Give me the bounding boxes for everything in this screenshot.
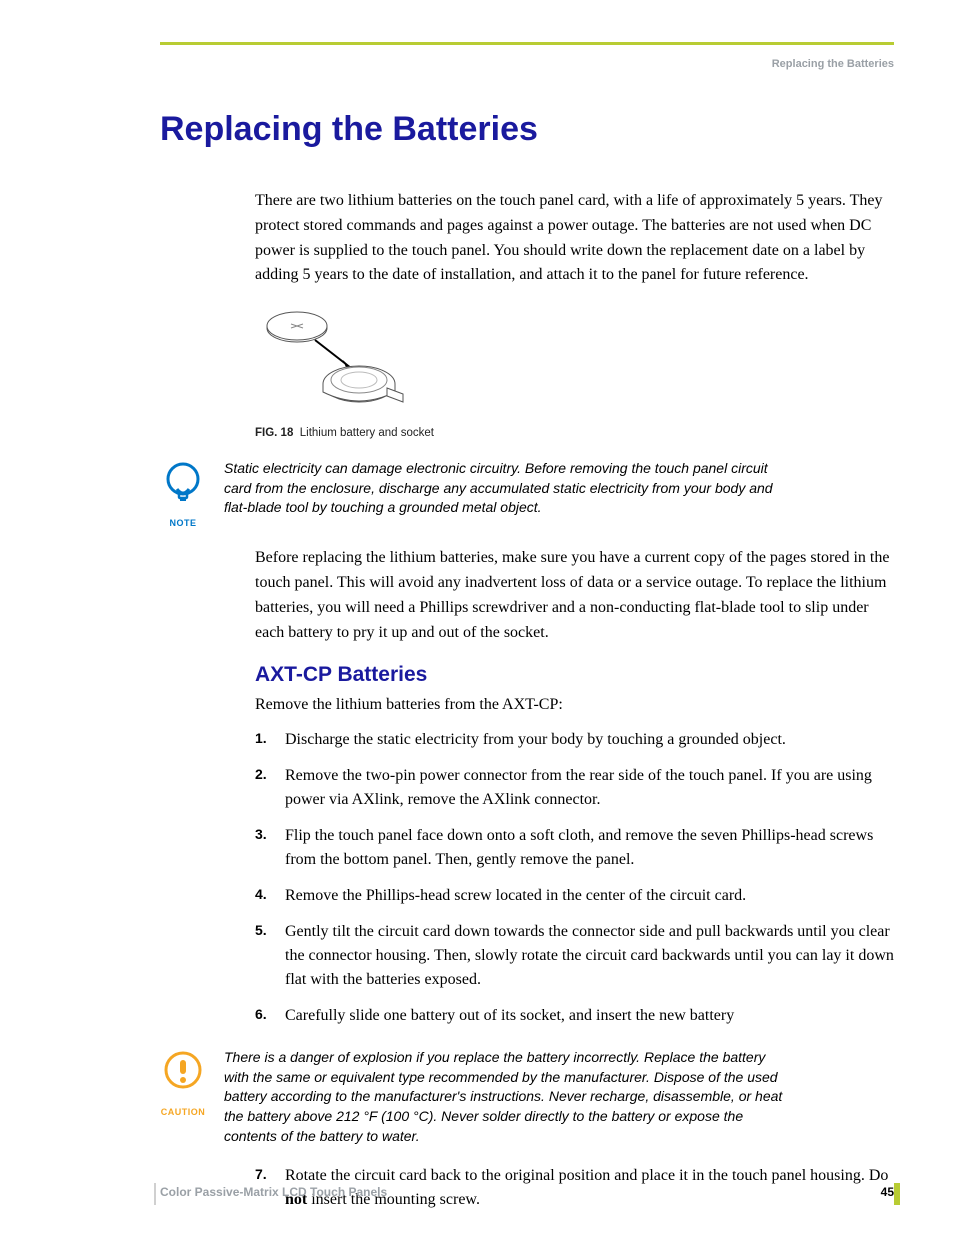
step-6: Carefully slide one battery out of its s… (255, 1004, 894, 1028)
content-area: Replacing the Batteries There are two li… (160, 110, 894, 1224)
section-heading: AXT-CP Batteries (255, 663, 894, 687)
note-text: Static electricity can damage electronic… (224, 459, 784, 518)
figure-label: FIG. 18 (255, 427, 293, 439)
step-1: Discharge the static electricity from yo… (255, 728, 894, 752)
footer-page-number: 45 (881, 1185, 894, 1199)
caution-text: There is a danger of explosion if you re… (224, 1048, 784, 1146)
note-icon-wrap: NOTE (160, 459, 206, 528)
steps-list: Discharge the static electricity from yo… (255, 728, 894, 1028)
caution-icon (160, 1048, 206, 1100)
step-7-pre: Rotate the circuit card back to the orig… (285, 1167, 888, 1184)
note-label: NOTE (160, 518, 206, 528)
after-note-paragraph: Before replacing the lithium batteries, … (255, 546, 894, 645)
caution-callout: CAUTION There is a danger of explosion i… (160, 1048, 894, 1146)
figure-caption: FIG. 18 Lithium battery and socket (255, 427, 894, 439)
figure-18: FIG. 18 Lithium battery and socket (255, 306, 894, 439)
step-5: Gently tilt the circuit card down toward… (255, 920, 894, 992)
intro-paragraph: There are two lithium batteries on the t… (255, 189, 894, 288)
note-callout: NOTE Static electricity can damage elect… (160, 459, 894, 528)
figure-caption-text: Lithium battery and socket (300, 427, 434, 439)
top-rule (160, 42, 894, 45)
footer-doc-title: Color Passive-Matrix LCD Touch Panels (160, 1185, 387, 1199)
section-lead: Remove the lithium batteries from the AX… (255, 693, 894, 718)
page-title: Replacing the Batteries (160, 110, 894, 149)
note-icon (160, 459, 206, 511)
footer-accent-tick (894, 1183, 900, 1205)
body-block: There are two lithium batteries on the t… (255, 189, 894, 1212)
caution-icon-wrap: CAUTION (160, 1048, 206, 1117)
caution-label: CAUTION (160, 1107, 206, 1117)
step-2: Remove the two-pin power connector from … (255, 764, 894, 812)
page-footer: Color Passive-Matrix LCD Touch Panels 45 (160, 1185, 894, 1199)
document-page: Replacing the Batteries Replacing the Ba… (0, 0, 954, 1235)
footer-left-tick (154, 1183, 156, 1205)
step-4: Remove the Phillips-head screw located i… (255, 884, 894, 908)
battery-socket-illustration (255, 306, 415, 416)
running-head: Replacing the Batteries (772, 58, 894, 70)
step-3: Flip the touch panel face down onto a so… (255, 824, 894, 872)
